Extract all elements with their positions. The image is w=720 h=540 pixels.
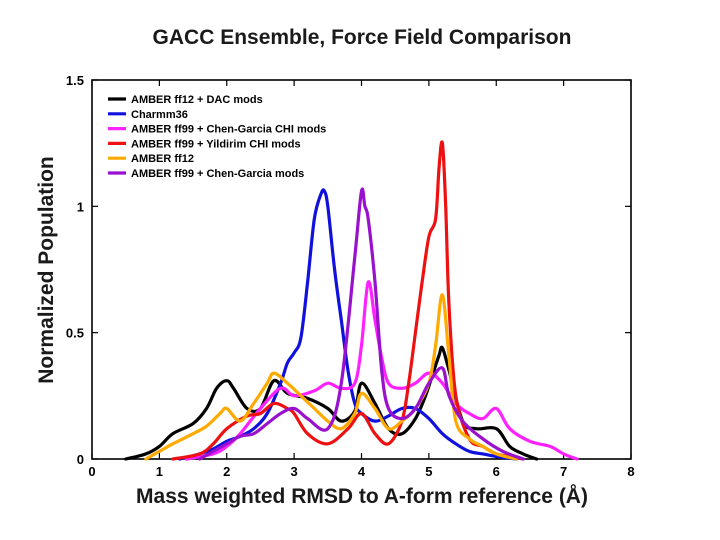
axis-ticks: 0 1 2 3 4 5 6 7 8 0 0.5 1 1.5 xyxy=(66,73,635,479)
x-tick-label: 6 xyxy=(493,464,500,479)
legend-entry: AMBER ff99 + Chen-Garcia mods xyxy=(131,168,304,180)
series-line-2 xyxy=(178,188,519,461)
legend-entry: Charmm36 xyxy=(131,109,188,121)
legend-entry: AMBER ff99 + Chen-Garcia CHI mods xyxy=(131,124,326,136)
y-tick-label: 1.5 xyxy=(66,73,84,88)
y-tick-label: 1 xyxy=(77,199,84,214)
plot-frame xyxy=(91,79,632,460)
x-tick-label: 8 xyxy=(627,464,634,479)
legend-entry: AMBER ff12 + DAC mods xyxy=(131,94,263,106)
legend-entry: AMBER ff99 + Yildirim CHI mods xyxy=(131,138,301,150)
data-series xyxy=(124,140,579,461)
x-tick-label: 1 xyxy=(156,464,163,479)
legend-entry: AMBER ff12 xyxy=(131,153,194,165)
x-tick-label: 4 xyxy=(358,464,366,479)
x-tick-label: 3 xyxy=(291,464,298,479)
x-tick-label: 2 xyxy=(223,464,230,479)
series-line-5 xyxy=(144,293,519,461)
series-line-4 xyxy=(171,140,525,461)
y-axis-label: Normalized Population xyxy=(35,156,58,384)
legend: AMBER ff12 + DAC mods Charmm36 AMBER ff99 … xyxy=(108,94,326,180)
chart-title: GACC Ensemble, Force Field Comparison xyxy=(153,26,572,49)
x-tick-label: 7 xyxy=(560,464,567,479)
series-line-6 xyxy=(198,187,525,461)
y-tick-label: 0 xyxy=(77,452,84,467)
x-tick-label: 5 xyxy=(425,464,432,479)
x-tick-label: 0 xyxy=(88,464,95,479)
y-tick-label: 0.5 xyxy=(66,326,84,341)
x-axis-label: Mass weighted RMSD to A-form reference (… xyxy=(136,484,588,508)
